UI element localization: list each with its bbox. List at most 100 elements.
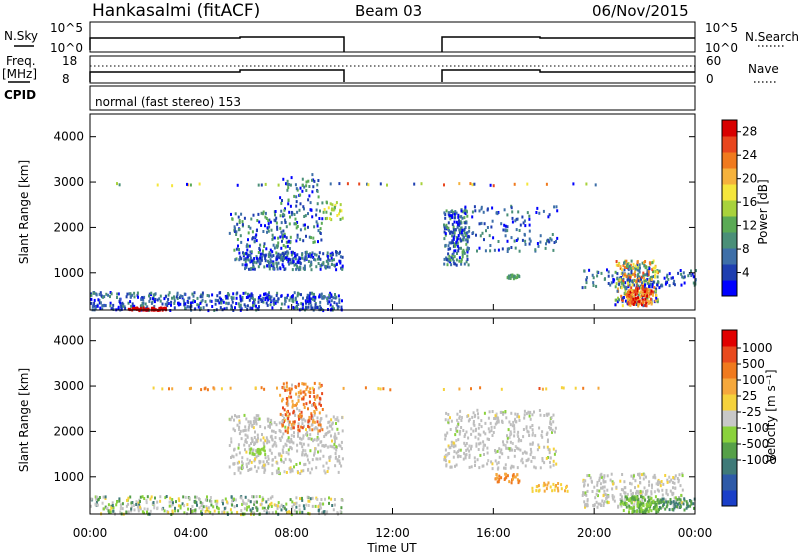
range-gate-cell — [276, 227, 279, 231]
range-gate-cell — [465, 238, 468, 242]
range-gate-cell — [235, 302, 238, 305]
range-gate-cell — [305, 432, 308, 436]
range-gate-cell — [270, 295, 273, 299]
range-gate-cell — [276, 300, 279, 304]
range-gate-cell — [542, 209, 545, 213]
range-gate-cell — [267, 298, 270, 302]
range-gate-cell — [276, 225, 279, 229]
range-gate-cell — [171, 184, 174, 188]
range-gate-cell — [676, 505, 678, 509]
range-gate-cell — [644, 292, 647, 296]
range-gate-cell — [242, 429, 245, 433]
range-gate-cell — [449, 258, 452, 262]
range-gate-cell — [630, 293, 633, 297]
range-gate-cell — [198, 303, 200, 307]
range-gate-cell — [443, 262, 446, 266]
range-gate-cell — [340, 506, 343, 510]
range-gate-cell — [517, 447, 520, 451]
range-gate-cell — [298, 409, 301, 413]
range-gate-cell — [335, 422, 337, 425]
range-gate-cell — [322, 464, 325, 468]
range-gate-cell — [452, 445, 455, 449]
range-gate-cell — [626, 496, 629, 500]
range-gate-cell — [514, 445, 517, 449]
range-gate-cell — [326, 265, 329, 269]
range-gate-cell — [644, 266, 647, 270]
range-gate-cell — [268, 267, 271, 271]
range-gate-cell — [237, 215, 240, 219]
range-gate-cell — [450, 419, 453, 423]
range-gate-cell — [523, 450, 526, 454]
range-gate-cell — [466, 231, 469, 235]
range-gate-cell — [585, 278, 588, 282]
range-gate-cell — [249, 226, 252, 230]
range-gate-cell — [457, 450, 460, 454]
range-gate-cell — [232, 296, 235, 300]
range-gate-cell — [168, 504, 171, 508]
range-gate-cell — [470, 427, 473, 431]
range-gate-cell — [171, 511, 174, 515]
range-gate-cell — [201, 295, 204, 299]
range-gate-cell — [599, 473, 602, 477]
range-gate-cell — [297, 428, 300, 432]
range-gate-cell — [296, 225, 299, 228]
range-gate-cell — [466, 214, 469, 218]
range-gate-cell — [301, 496, 303, 500]
range-gate-cell — [523, 409, 526, 413]
range-gate-cell — [241, 499, 244, 503]
range-gate-cell — [289, 183, 292, 187]
range-gate-cell — [239, 255, 242, 259]
range-gate-cell — [493, 417, 496, 420]
range-gate-cell — [281, 239, 283, 243]
range-gate-cell — [247, 420, 250, 424]
range-gate-cell — [312, 391, 315, 394]
range-gate-cell — [657, 280, 659, 284]
range-gate-cell — [244, 438, 247, 442]
range-gate-cell — [505, 472, 508, 476]
range-gate-cell — [266, 303, 269, 307]
range-gate-cell — [118, 497, 121, 501]
range-gate-cell — [508, 420, 511, 424]
range-gate-cell — [267, 259, 269, 263]
range-gate-cell — [326, 251, 329, 255]
range-gate-cell — [246, 505, 249, 509]
range-gate-cell — [240, 509, 243, 513]
range-gate-cell — [263, 509, 266, 512]
range-gate-cell — [641, 287, 644, 291]
range-gate-cell — [674, 496, 677, 500]
range-gate-cell — [523, 413, 526, 417]
range-gate-cell — [121, 301, 124, 305]
range-gate-cell — [308, 194, 311, 198]
range-gate-cell — [491, 206, 494, 210]
range-gate-cell — [648, 300, 651, 304]
range-gate-cell — [266, 441, 269, 445]
range-gate-cell — [622, 277, 625, 281]
range-gate-cell — [455, 211, 458, 215]
range-gate-cell — [309, 497, 312, 501]
range-gate-cell — [638, 269, 641, 273]
range-gate-cell — [183, 292, 186, 296]
range-gate-cell — [451, 234, 454, 238]
range-gate-cell — [642, 274, 645, 278]
range-gate-cell — [267, 419, 270, 423]
range-gate-cell — [453, 242, 456, 246]
range-gate-cell — [156, 507, 159, 511]
range-gate-cell — [133, 304, 136, 308]
range-gate-cell — [330, 424, 333, 428]
range-gate-cell — [290, 423, 293, 427]
range-gate-cell — [175, 295, 178, 299]
range-gate-cell — [661, 488, 664, 492]
range-gate-cell — [335, 436, 338, 440]
range-gate-cell — [284, 299, 287, 303]
range-gate-cell — [241, 223, 244, 227]
range-gate-cell — [165, 495, 168, 498]
range-gate-cell — [284, 429, 287, 433]
range-gate-cell — [535, 489, 538, 493]
range-gate-cell — [650, 289, 653, 293]
range-gate-cell — [613, 499, 616, 503]
range-gate-cell — [164, 302, 167, 306]
range-gate-cell — [263, 506, 266, 510]
range-gate-cell — [273, 266, 276, 270]
range-gate-cell — [317, 505, 320, 509]
range-gate-cell — [231, 217, 234, 221]
